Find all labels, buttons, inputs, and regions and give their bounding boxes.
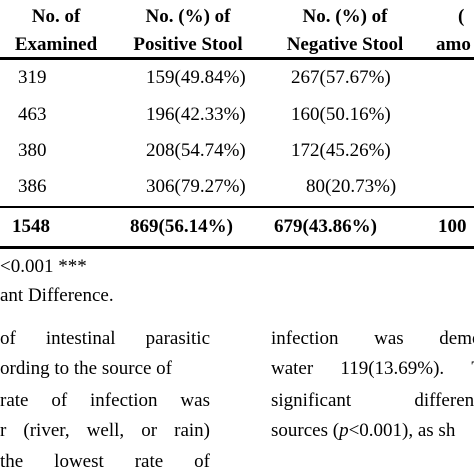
header-amount-partial: ( amo [436, 6, 471, 55]
cell-negative: 160(50.16%) [291, 104, 391, 125]
cell-negative: 80(20.73%) [306, 176, 397, 197]
total-rule [0, 206, 474, 208]
cell-examined: 319 [18, 67, 47, 88]
bottom-rule [0, 246, 474, 249]
header-negative-stool: No. (%) of Negative Stool [286, 6, 404, 55]
total-examined: 1548 [12, 216, 50, 237]
cell-examined: 380 [18, 140, 47, 161]
table-note-significance: <0.001 *** [0, 256, 87, 277]
cell-positive: 159(49.84%) [146, 67, 246, 88]
left-text-line: r (river, well, or rain) [0, 420, 210, 441]
header-examined: No. of Examined [14, 6, 98, 55]
table-note-abbreviation: ant Difference. [0, 285, 114, 306]
cell-examined: 463 [18, 104, 47, 125]
cell-positive: 306(79.27%) [146, 176, 246, 197]
right-text-line: significant difference [271, 390, 474, 411]
header-positive-stool: No. (%) of Positive Stool [133, 6, 243, 55]
total-positive: 869(56.14%) [130, 216, 233, 237]
left-text-line: of intestinal parasitic [0, 328, 210, 349]
right-text-line: infection was demon [271, 328, 474, 349]
cell-negative: 172(45.26%) [291, 140, 391, 161]
right-text-line: sources (p<0.001), as sh [271, 420, 456, 441]
header-rule [0, 57, 474, 60]
cell-negative: 267(57.67%) [291, 67, 391, 88]
cell-positive: 208(54.74%) [146, 140, 246, 161]
cell-examined: 386 [18, 176, 47, 197]
left-text-line: rate of infection was [0, 390, 210, 411]
total-amount-partial: 100 [438, 216, 467, 237]
left-text-line: the lowest rate of [0, 451, 210, 472]
right-text-line: water 119(13.69%). T [271, 358, 474, 379]
left-text-line: ording to the source of [0, 358, 173, 379]
total-negative: 679(43.86%) [274, 216, 377, 237]
cell-positive: 196(42.33%) [146, 104, 246, 125]
